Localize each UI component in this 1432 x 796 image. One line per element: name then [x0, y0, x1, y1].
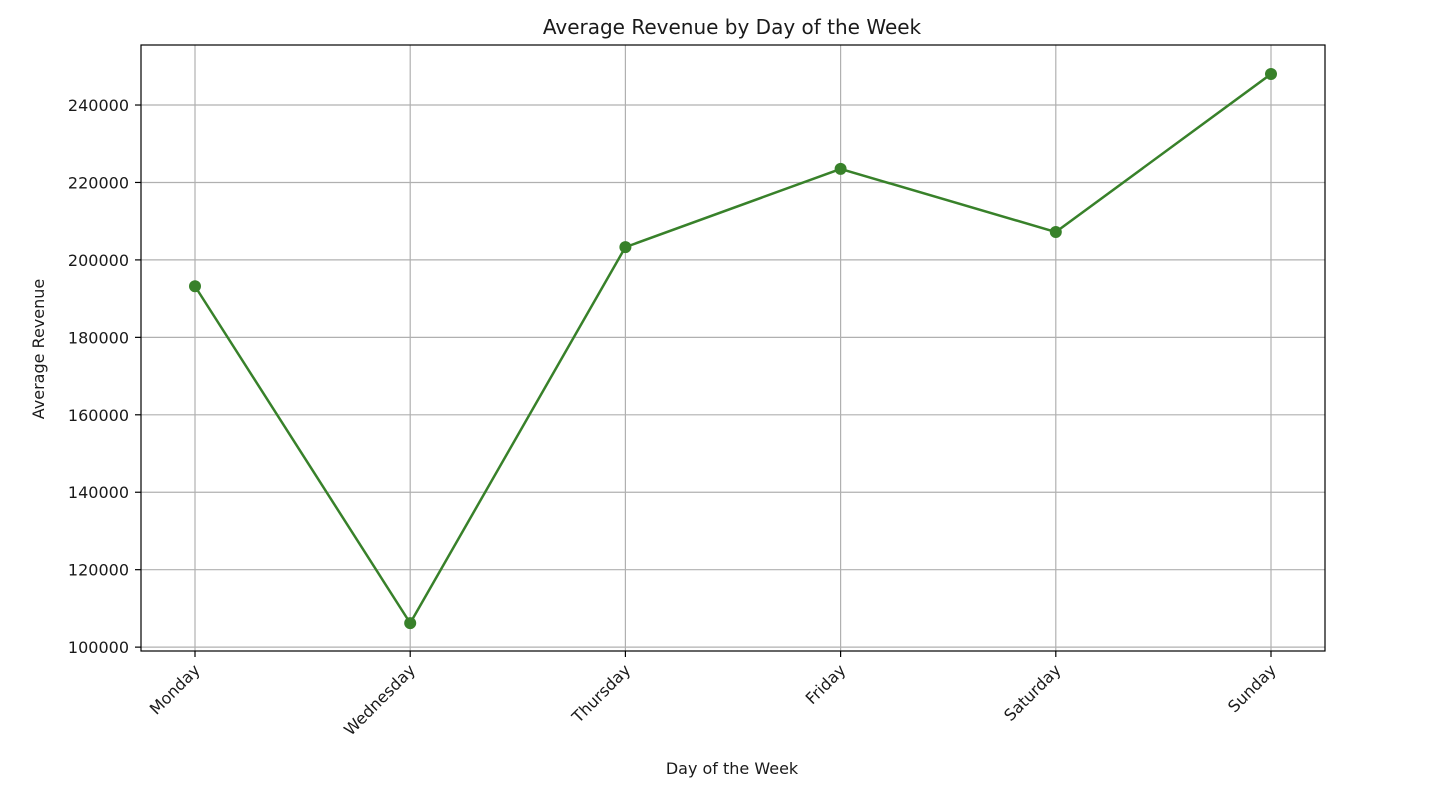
series-line: [193, 73, 1272, 625]
y-tick-label: 140000: [68, 483, 129, 502]
x-tick-label: Saturday: [1000, 660, 1064, 724]
x-tick-label: Wednesday: [340, 660, 419, 739]
data-point: [189, 280, 201, 293]
chart-title: Average Revenue by Day of the Week: [543, 15, 922, 39]
y-tick-label: 180000: [68, 328, 129, 347]
data-point: [619, 241, 632, 254]
plot-area: [140, 44, 1326, 652]
grid: [141, 45, 1325, 651]
x-tick-label: Friday: [802, 660, 850, 708]
x-axis: Monday Wednesday Thursday Friday Saturday Sun…: [146, 651, 1280, 739]
y-axis: 100000 120000 140000 160000 180000 200000 2200…: [68, 96, 141, 657]
x-axis-label: Day of the Week: [666, 759, 799, 778]
y-tick-label: 100000: [68, 638, 129, 657]
series-layer: [189, 68, 1277, 630]
data-point: [1049, 226, 1062, 239]
y-axis-label: Average Revenue: [29, 279, 48, 419]
x-tick-label: Sunday: [1224, 660, 1280, 716]
data-point: [834, 162, 847, 175]
x-tick-label: Monday: [146, 660, 204, 718]
data-point: [1265, 68, 1277, 81]
y-tick-label: 240000: [68, 96, 129, 115]
data-point: [404, 617, 417, 630]
y-tick-label: 160000: [68, 406, 129, 425]
y-tick-label: 120000: [68, 561, 129, 580]
y-tick-label: 200000: [68, 251, 129, 270]
x-tick-label: Thursday: [567, 660, 634, 727]
y-tick-label: 220000: [68, 173, 129, 192]
